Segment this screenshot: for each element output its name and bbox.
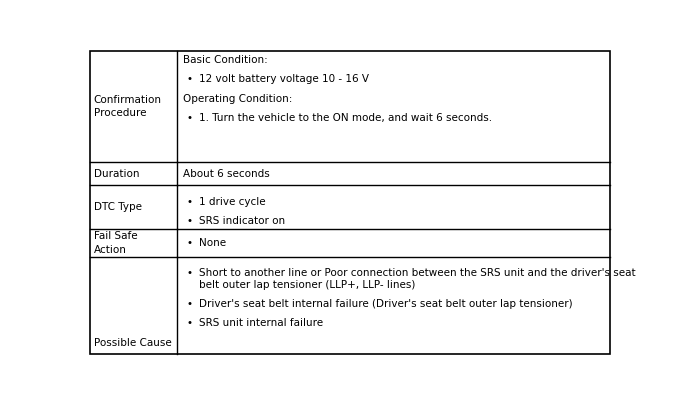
Text: Fail Safe
Action: Fail Safe Action xyxy=(94,231,137,255)
Text: Duration: Duration xyxy=(94,169,139,179)
Text: •: • xyxy=(186,268,192,278)
Text: •: • xyxy=(186,318,192,328)
Text: Confirmation
Procedure: Confirmation Procedure xyxy=(94,95,162,118)
Text: DTC Type: DTC Type xyxy=(94,202,142,212)
Text: Operating Condition:: Operating Condition: xyxy=(184,94,293,104)
Text: •: • xyxy=(186,299,192,309)
Text: None: None xyxy=(199,238,227,248)
Text: •: • xyxy=(186,238,192,248)
Text: 12 volt battery voltage 10 - 16 V: 12 volt battery voltage 10 - 16 V xyxy=(199,75,370,85)
Text: About 6 seconds: About 6 seconds xyxy=(184,169,270,179)
Text: 1 drive cycle: 1 drive cycle xyxy=(199,197,266,207)
Text: •: • xyxy=(186,75,192,85)
Text: •: • xyxy=(186,113,192,123)
Text: •: • xyxy=(186,197,192,207)
Text: 1. Turn the vehicle to the ON mode, and wait 6 seconds.: 1. Turn the vehicle to the ON mode, and … xyxy=(199,113,492,123)
Text: Short to another line or Poor connection between the SRS unit and the driver's s: Short to another line or Poor connection… xyxy=(199,268,636,278)
Text: Driver's seat belt internal failure (Driver's seat belt outer lap tensioner): Driver's seat belt internal failure (Dri… xyxy=(199,299,573,309)
Text: belt outer lap tensioner (LLP+, LLP- lines): belt outer lap tensioner (LLP+, LLP- lin… xyxy=(199,280,416,290)
Text: SRS unit internal failure: SRS unit internal failure xyxy=(199,318,324,328)
Text: •: • xyxy=(186,216,192,226)
Text: SRS indicator on: SRS indicator on xyxy=(199,216,285,226)
Text: Possible Cause: Possible Cause xyxy=(94,338,171,348)
Text: Basic Condition:: Basic Condition: xyxy=(184,55,268,65)
